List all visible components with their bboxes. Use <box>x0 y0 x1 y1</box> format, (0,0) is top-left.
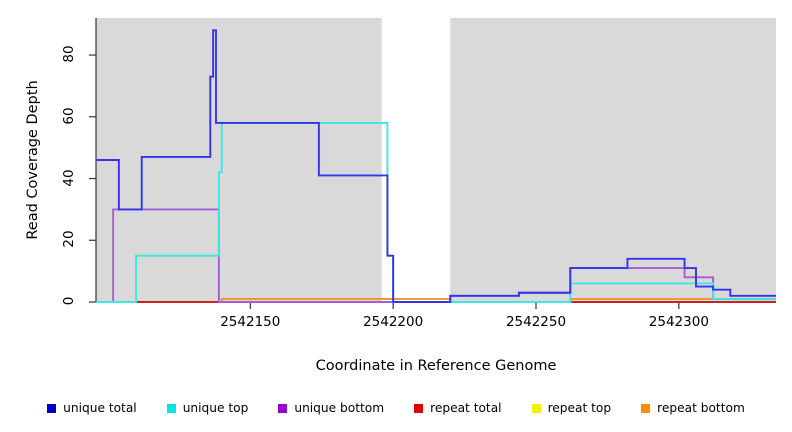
x-tick-label: 2542150 <box>220 314 281 330</box>
x-tick-label: 2542250 <box>505 314 567 330</box>
legend-swatch-icon <box>47 403 57 413</box>
legend-swatch-icon <box>414 403 424 413</box>
legend-swatch-icon <box>166 403 176 413</box>
legend-label: unique bottom <box>294 401 385 415</box>
legend-item-unique-bottom: unique bottom <box>278 401 384 415</box>
legend-item-repeat-bottom: repeat bottom <box>641 401 745 415</box>
legend-swatch-icon <box>278 403 288 413</box>
legend-swatch-icon <box>641 403 651 413</box>
y-tick-label: 60 <box>61 107 77 125</box>
legend-item-repeat-total: repeat total <box>414 401 502 415</box>
legend-label: repeat top <box>547 401 612 415</box>
x-tick-label: 2542300 <box>648 314 709 330</box>
x-tick-label: 2542200 <box>363 314 424 330</box>
series-line-unique-total <box>96 29 776 303</box>
series-group <box>96 29 776 303</box>
repeat-region-right <box>450 18 776 302</box>
y-tick-label: 80 <box>61 45 77 63</box>
repeat-region-left <box>96 18 382 302</box>
legend-label: unique total <box>63 401 137 415</box>
legend-label: repeat total <box>430 401 502 415</box>
legend-swatch-icon <box>531 403 541 413</box>
y-tick-label: 20 <box>61 230 77 248</box>
legend-label: unique top <box>182 401 249 415</box>
x-axis-title: Coordinate in Reference Genome <box>315 358 557 374</box>
legend-item-repeat-top: repeat top <box>531 401 612 415</box>
shaded-regions-group <box>96 18 776 302</box>
legend-label: repeat bottom <box>657 401 745 415</box>
y-tick-label: 40 <box>61 168 77 187</box>
legend-item-unique-total: unique total <box>47 401 137 415</box>
chart-legend: unique total unique top unique bottom repea… <box>0 398 792 418</box>
legend-item-unique-top: unique top <box>166 401 249 415</box>
y-tick-label: 0 <box>61 296 77 306</box>
